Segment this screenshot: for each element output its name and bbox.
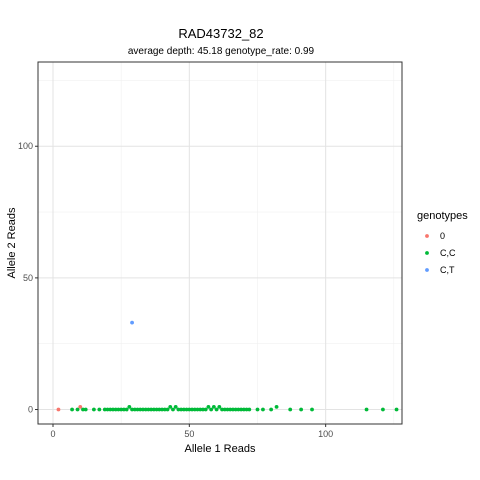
y-axis-ticks: 0 50 100 — [18, 141, 38, 415]
data-point — [78, 404, 83, 409]
y-tick-label: 100 — [18, 141, 33, 151]
y-tick-label: 50 — [23, 273, 33, 283]
data-point — [75, 407, 80, 412]
data-point — [299, 407, 304, 412]
legend-label: 0 — [440, 231, 445, 241]
data-point — [91, 407, 96, 412]
data-point — [108, 407, 113, 412]
chart-subtitle: average depth: 45.18 genotype_rate: 0.99 — [128, 46, 315, 57]
data-point — [113, 407, 118, 412]
data-point — [119, 407, 124, 412]
data-point — [239, 407, 244, 412]
data-point — [195, 407, 200, 412]
data-point — [70, 407, 74, 412]
data-point — [233, 407, 238, 412]
data-point — [236, 407, 241, 412]
data-point — [269, 407, 274, 412]
legend-label: C,C — [440, 248, 456, 258]
legend-label: C,T — [440, 265, 455, 275]
data-point — [141, 407, 145, 412]
data-point — [217, 404, 222, 409]
legend: genotypes 0 C,C C,T — [417, 210, 468, 275]
data-point — [222, 407, 227, 412]
data-point — [171, 407, 175, 412]
data-point — [116, 407, 121, 412]
data-point — [274, 404, 279, 409]
legend-title: genotypes — [417, 210, 468, 222]
data-point — [225, 407, 230, 412]
data-point — [364, 407, 369, 412]
plot-panel-border — [37, 61, 403, 425]
data-point — [206, 404, 211, 409]
data-point — [381, 407, 385, 412]
data-point — [162, 407, 167, 412]
data-point — [241, 407, 246, 412]
data-point — [310, 407, 314, 412]
data-point — [165, 407, 170, 412]
data-point — [143, 407, 148, 412]
x-tick-label: 100 — [318, 429, 333, 439]
data-point — [214, 407, 219, 412]
y-tick-label: 0 — [28, 405, 33, 415]
legend-key — [425, 234, 429, 238]
data-point — [132, 407, 137, 412]
x-axis-title: Allele 1 Reads — [185, 443, 256, 455]
data-point — [394, 407, 399, 412]
data-point — [102, 407, 107, 412]
data-point — [181, 407, 186, 412]
data-point — [192, 407, 197, 412]
data-point — [105, 407, 110, 412]
data-point — [203, 407, 208, 412]
data-point — [157, 407, 162, 412]
data-point — [124, 407, 129, 412]
data-point — [176, 407, 181, 412]
data-point — [121, 407, 126, 412]
data-point — [160, 407, 164, 412]
data-point — [130, 407, 134, 412]
data-point — [173, 404, 178, 409]
data-point — [56, 407, 61, 412]
legend-key — [425, 268, 429, 272]
data-point — [231, 407, 235, 412]
data-point — [261, 407, 265, 412]
data-point — [127, 404, 132, 409]
data-point — [130, 320, 134, 325]
data-points — [56, 320, 399, 412]
data-point — [184, 407, 189, 412]
data-point — [83, 407, 88, 412]
data-point — [179, 407, 184, 412]
data-point — [81, 407, 85, 412]
data-point — [201, 407, 205, 412]
x-axis-ticks: 0 50 100 — [50, 424, 333, 439]
chart-title: RAD43732_82 — [178, 26, 263, 41]
data-point — [255, 407, 260, 412]
data-point — [168, 404, 173, 409]
data-point — [111, 407, 115, 412]
data-point — [211, 404, 216, 409]
gridlines — [38, 62, 402, 424]
data-point — [138, 407, 143, 412]
x-tick-label: 50 — [184, 429, 194, 439]
data-point — [228, 407, 233, 412]
data-point — [244, 407, 249, 412]
data-point — [187, 407, 192, 412]
data-point — [146, 407, 151, 412]
data-point — [198, 407, 203, 412]
data-point — [209, 407, 214, 412]
data-point — [97, 407, 102, 412]
data-point — [247, 407, 252, 412]
y-axis-title: Allele 2 Reads — [6, 207, 18, 278]
data-point — [151, 407, 156, 412]
data-point — [154, 407, 159, 412]
data-point — [135, 407, 140, 412]
x-tick-label: 0 — [50, 429, 55, 439]
data-point — [190, 407, 194, 412]
data-point — [149, 407, 154, 412]
data-point — [220, 407, 224, 412]
data-point — [288, 407, 293, 412]
legend-key — [425, 251, 429, 255]
